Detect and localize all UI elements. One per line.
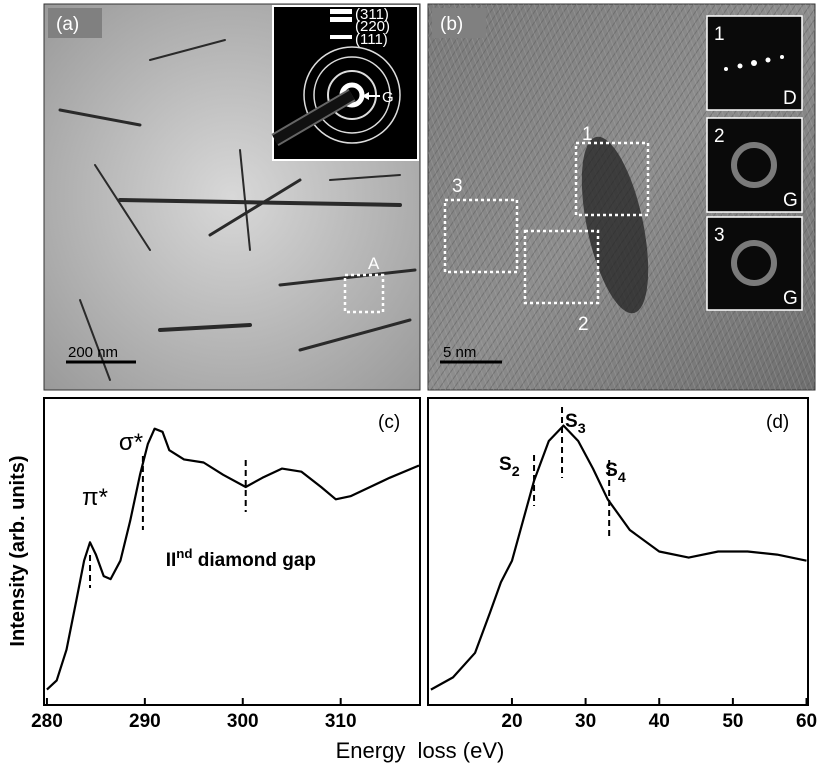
scale-label: 200 nm <box>68 344 118 361</box>
inset-phase: G <box>783 190 798 211</box>
inset-phase: G <box>783 288 798 309</box>
inset-number: 1 <box>714 24 725 45</box>
annotation: π* <box>82 484 108 511</box>
scale-label: 5 nm <box>443 344 476 361</box>
panel-a: (a) (311) (220) (111) G A 200 nm <box>44 4 420 390</box>
x-tick-label: 310 <box>325 711 357 732</box>
panel-b: (b) 1 2 3 1 D 2 G 3 G 5 nm <box>428 4 815 390</box>
x-tick-label: 280 <box>31 711 63 732</box>
annotation-subscript: 3 <box>578 421 586 437</box>
x-axis-label: Energy loss (eV) <box>336 738 505 763</box>
x-tick-label: 40 <box>649 711 670 732</box>
x-tick-label: 20 <box>501 711 522 732</box>
panel-label: (b) <box>440 14 463 35</box>
x-tick-label: 60 <box>796 711 817 732</box>
beam-label: G <box>382 89 394 106</box>
inset-number: 3 <box>714 225 725 246</box>
diffraction-inset <box>273 6 418 160</box>
region-label: 3 <box>452 176 463 197</box>
annotation-text: σ* <box>119 429 143 456</box>
x-tick-label: 290 <box>129 711 161 732</box>
y-axis-label: Intensity (arb. units) <box>7 455 29 646</box>
annotation-text: S <box>565 411 578 432</box>
annotation: S3 <box>565 411 586 437</box>
region-label: 1 <box>582 124 593 145</box>
annotation: IInd diamond gap <box>166 546 316 571</box>
panel-label: (a) <box>56 14 79 35</box>
figure: (a) (311) (220) (111) G A 200 nm (b) <box>0 0 823 767</box>
region-label: A <box>368 254 380 273</box>
inset-number: 2 <box>714 126 725 147</box>
annotation-text: π* <box>82 484 108 511</box>
annotation-subscript: 2 <box>512 464 520 480</box>
panel-label: (c) <box>378 412 400 433</box>
annotation-subscript: 4 <box>618 470 626 486</box>
ring-index: (111) <box>355 31 388 48</box>
ring-marker <box>330 17 352 22</box>
region-label: 2 <box>578 314 589 335</box>
annotation-text: II <box>166 550 177 571</box>
x-tick-label: 50 <box>722 711 743 732</box>
annotation-suffix: diamond gap <box>193 550 316 571</box>
x-tick-label: 300 <box>227 711 259 732</box>
annotation: σ* <box>119 429 143 456</box>
annotation-text: S <box>499 454 512 475</box>
x-tick-label: 30 <box>575 711 596 732</box>
chart: 280 290 300 310 (c) π* σ* IInd diamond gap <box>31 398 420 732</box>
fft-insets <box>707 16 802 310</box>
annotation-text: S <box>605 460 618 481</box>
annotation-superscript: nd <box>176 546 192 561</box>
ring-marker <box>330 35 352 39</box>
inset-phase: D <box>783 88 797 109</box>
annotation: S2 <box>499 454 520 480</box>
ring-marker <box>330 9 352 14</box>
panel-label: (d) <box>766 412 789 433</box>
spectrum-line <box>431 426 807 690</box>
